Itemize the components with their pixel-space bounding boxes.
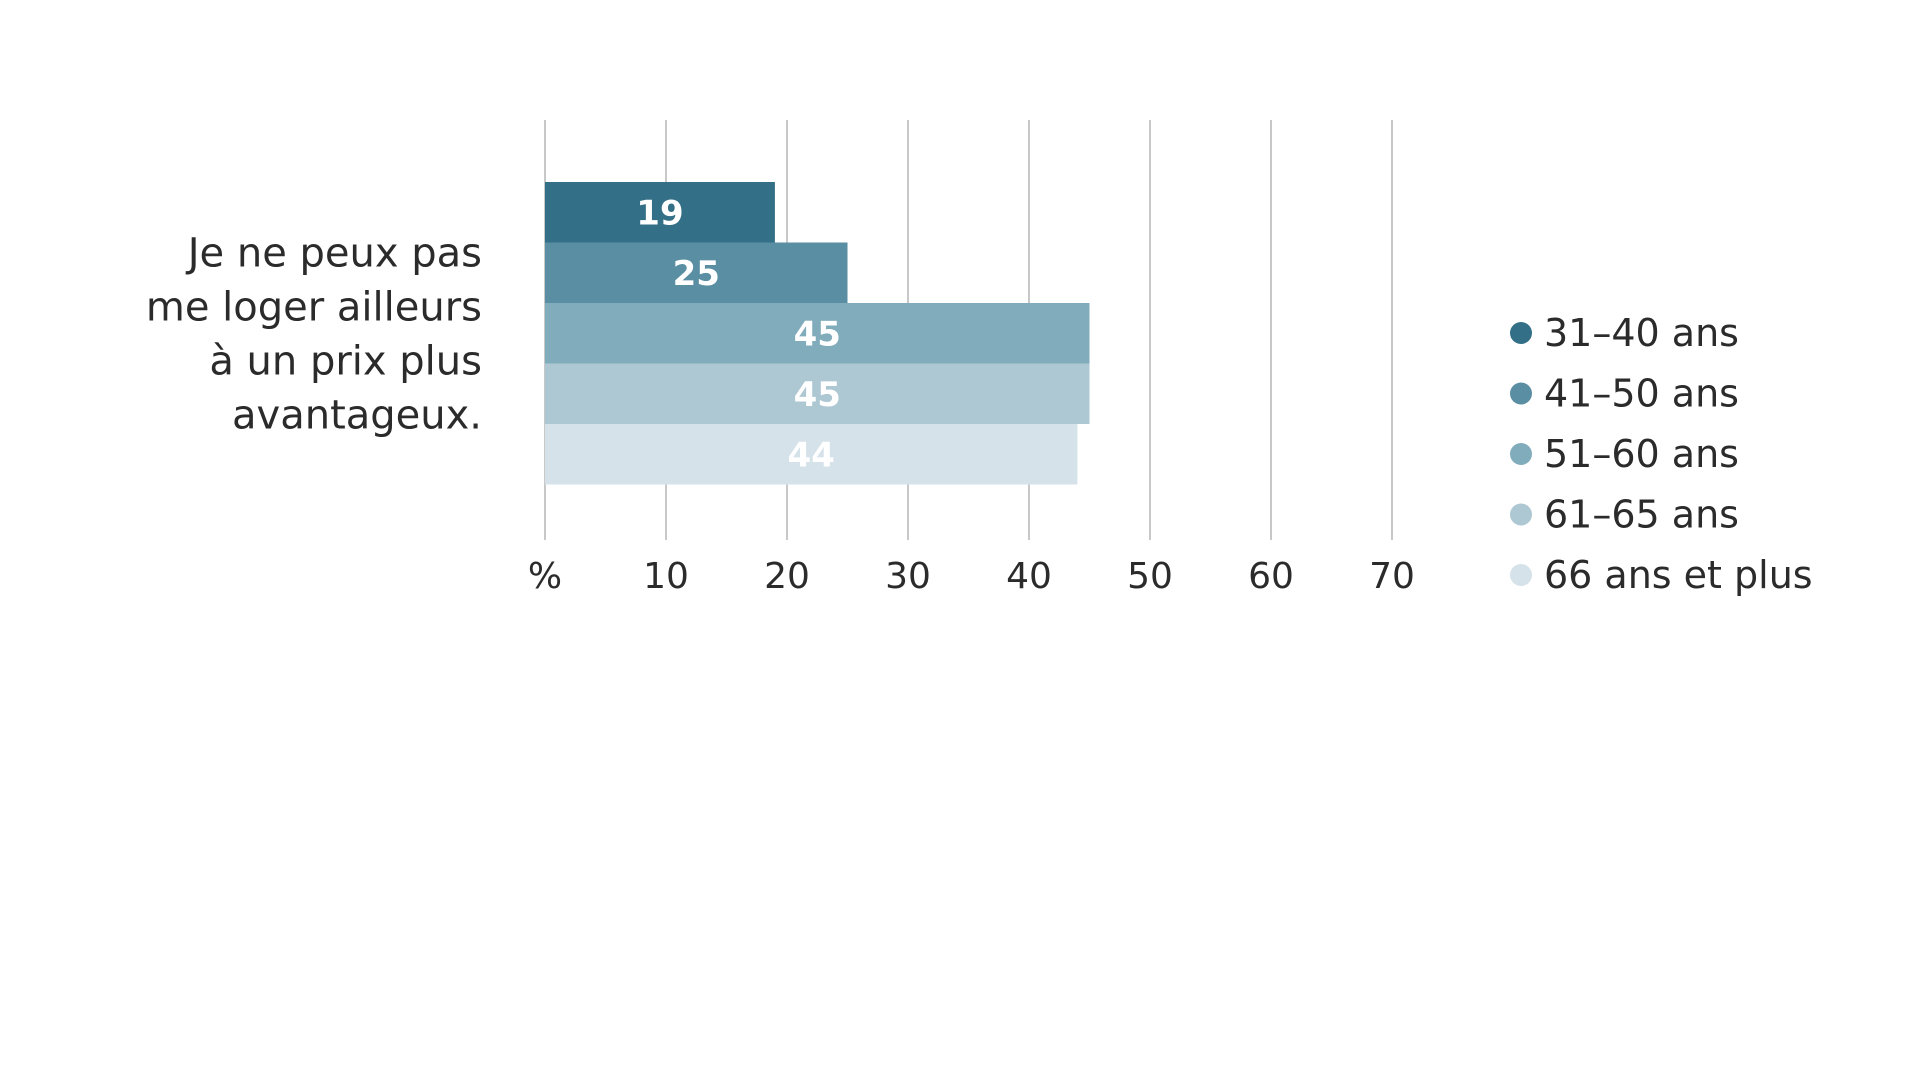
x-tick-label: 20 xyxy=(764,556,810,597)
legend-swatch xyxy=(1510,503,1532,526)
legend-swatch xyxy=(1510,322,1532,344)
bar-value-label: 45 xyxy=(794,375,841,415)
legend-label: 51–60 ans xyxy=(1544,432,1739,476)
legend: 31–40 ans 41–50 ans 51–60 ans 61–65 ans 66 a… xyxy=(1510,311,1813,597)
bar-value-label: 45 xyxy=(794,314,841,354)
x-tick-label: 70 xyxy=(1369,556,1415,597)
bar xyxy=(545,303,1090,364)
x-tick-label: % xyxy=(528,556,562,597)
x-axis-ticks: % 10 20 30 40 50 60 70 xyxy=(528,556,1415,597)
category-label-line: Je ne peux pas xyxy=(185,230,482,276)
x-tick-label: 40 xyxy=(1006,556,1052,597)
legend-label: 66 ans et plus xyxy=(1544,553,1813,597)
category-label-line: à un prix plus xyxy=(209,338,482,384)
legend-swatch xyxy=(1510,382,1532,405)
legend-swatch xyxy=(1510,564,1532,586)
legend-swatch xyxy=(1510,443,1532,465)
legend-label: 31–40 ans xyxy=(1544,311,1739,355)
legend-label: 41–50 ans xyxy=(1544,372,1739,416)
bar xyxy=(545,242,848,303)
category-label-line: me loger ailleurs xyxy=(146,284,482,330)
bar-value-label: 19 xyxy=(636,193,683,233)
bar-value-label: 44 xyxy=(788,435,835,475)
bar xyxy=(545,182,775,243)
x-tick-label: 30 xyxy=(885,556,931,597)
category-label: Je ne peux pas me loger ailleurs à un prix… xyxy=(146,230,482,438)
legend-label: 61–65 ans xyxy=(1544,493,1739,537)
bars xyxy=(545,182,1090,485)
x-tick-label: 60 xyxy=(1248,556,1294,597)
category-label-line: avantageux. xyxy=(232,392,482,438)
bar-value-label: 25 xyxy=(673,254,720,294)
bar-value-labels: 19 25 45 45 44 xyxy=(636,193,841,475)
bar xyxy=(545,363,1090,424)
x-tick-label: 10 xyxy=(643,556,689,597)
bar xyxy=(545,424,1078,485)
x-tick-label: 50 xyxy=(1127,556,1173,597)
